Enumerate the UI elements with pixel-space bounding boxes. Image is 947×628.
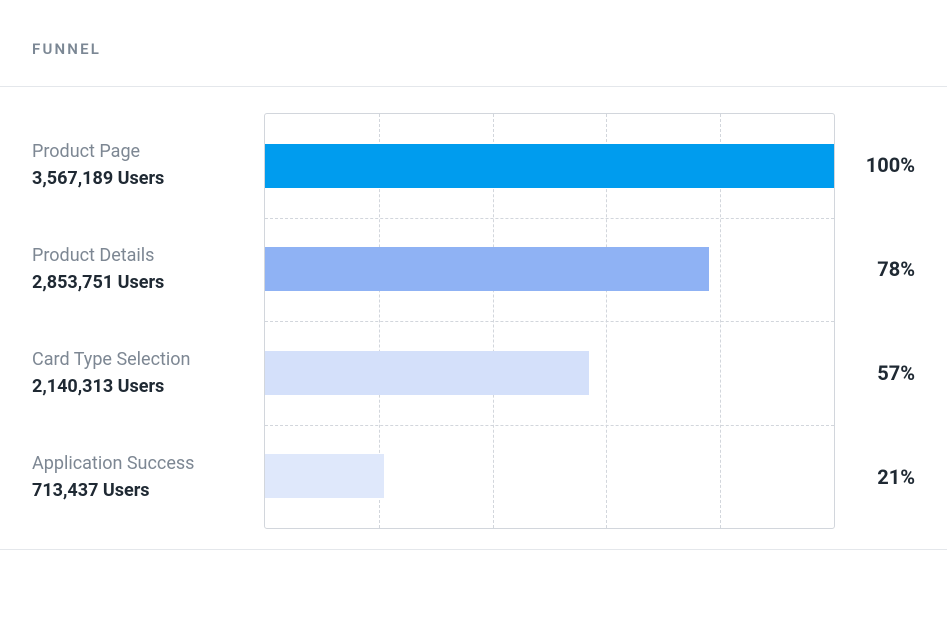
labels-column: Product Page 3,567,189 Users Product Det… (32, 113, 264, 529)
step-count: 713,437 Users (32, 480, 264, 501)
divider (0, 549, 947, 550)
funnel-body: Product Page 3,567,189 Users Product Det… (32, 87, 915, 549)
step-percent: 100% (843, 113, 915, 217)
funnel-widget: FUNNEL Product Page 3,567,189 Users Prod… (0, 0, 947, 578)
step-count: 3,567,189 Users (32, 168, 264, 189)
step-label: Application Success 713,437 Users (32, 425, 264, 529)
step-name: Product Page (32, 141, 264, 162)
step-percent: 78% (843, 217, 915, 321)
funnel-bar (265, 351, 589, 395)
step-name: Application Success (32, 453, 264, 474)
step-count: 2,853,751 Users (32, 272, 264, 293)
widget-title: FUNNEL (32, 40, 915, 58)
funnel-bar (265, 454, 384, 498)
funnel-bar (265, 247, 709, 291)
step-name: Card Type Selection (32, 349, 264, 370)
bar-slot (265, 321, 834, 425)
step-label: Card Type Selection 2,140,313 Users (32, 321, 264, 425)
funnel-bar (265, 144, 834, 188)
step-name: Product Details (32, 245, 264, 266)
percent-column: 100% 78% 57% 21% (835, 113, 915, 529)
bar-slot (265, 425, 834, 529)
step-label: Product Page 3,567,189 Users (32, 113, 264, 217)
bar-slot (265, 114, 834, 218)
funnel-chart (264, 113, 835, 529)
step-count: 2,140,313 Users (32, 376, 264, 397)
bar-slot (265, 218, 834, 322)
step-percent: 57% (843, 321, 915, 425)
step-percent: 21% (843, 425, 915, 529)
step-label: Product Details 2,853,751 Users (32, 217, 264, 321)
